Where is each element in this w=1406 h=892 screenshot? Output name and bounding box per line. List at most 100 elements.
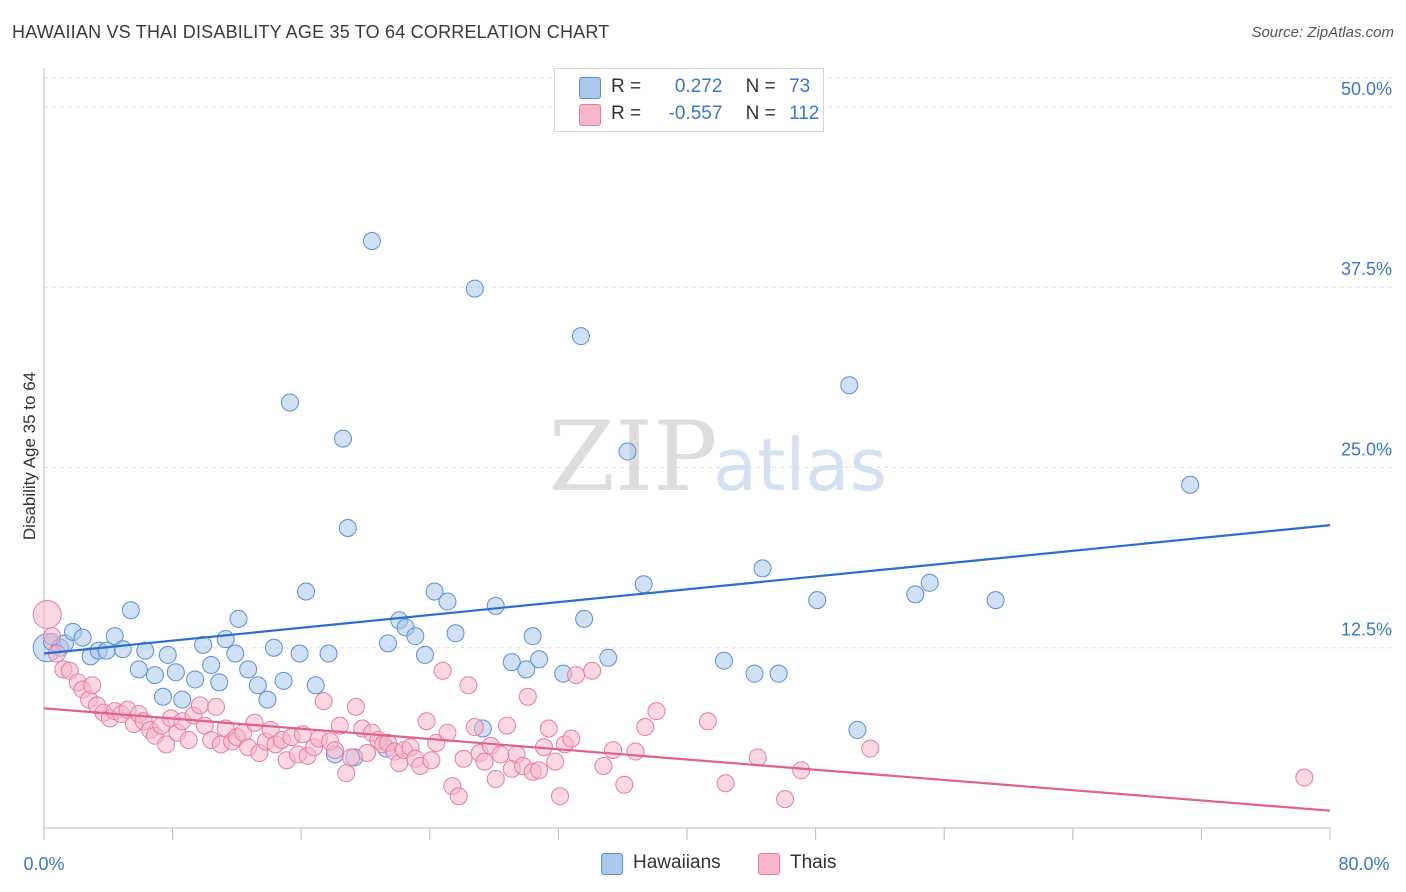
- thai-point: [551, 787, 570, 806]
- thai-point: [716, 774, 735, 793]
- thai-point: [497, 716, 516, 735]
- hawaiian-point: [425, 582, 444, 601]
- hawaiian-point: [173, 690, 192, 709]
- bottom-legend-swatch-hawaiians: [601, 853, 623, 875]
- legend-n-hawaiians: 73: [789, 76, 811, 97]
- thai-point: [245, 713, 264, 732]
- thai-point: [567, 666, 586, 685]
- hawaiian-point: [306, 676, 325, 695]
- thai-point: [454, 749, 473, 768]
- thai-point: [157, 735, 176, 754]
- hawaiian-point: [229, 609, 248, 628]
- hawaiian-point: [297, 582, 316, 601]
- thai-point: [583, 661, 602, 680]
- thai-point: [358, 744, 377, 762]
- hawaiian-point: [194, 635, 213, 654]
- hawaiian-point: [202, 656, 221, 675]
- trend-line-thais: [43, 707, 1331, 812]
- y-tick-label: 25.0%: [1341, 439, 1392, 459]
- hawaiian-point: [745, 664, 764, 683]
- thai-point: [539, 719, 558, 738]
- hawaiian-point: [1181, 475, 1200, 494]
- hawaiian-point: [274, 671, 293, 690]
- thai-point: [330, 716, 349, 735]
- thai-point: [325, 741, 344, 760]
- hawaiian-point: [248, 676, 267, 695]
- hawaiian-point: [239, 660, 258, 679]
- hawaiian-point: [714, 651, 733, 670]
- hawaiian-point: [906, 585, 925, 604]
- thai-point: [636, 718, 655, 737]
- thai-point: [433, 661, 452, 680]
- x-tick-label: 80.0%: [1338, 854, 1389, 874]
- hawaiian-point: [166, 663, 185, 682]
- trend-lines: [43, 524, 1331, 812]
- hawaiian-point: [379, 634, 398, 653]
- hawaiian-point: [920, 573, 939, 592]
- axes: [43, 68, 1331, 840]
- thai-point: [491, 745, 510, 764]
- thai-point: [449, 787, 468, 806]
- hawaiian-point: [280, 393, 299, 412]
- legend-r-label: R =: [611, 103, 642, 124]
- hawaiian-point: [290, 644, 309, 663]
- hawaiian-point: [145, 666, 164, 685]
- bottom-legend-swatch-thais: [758, 853, 780, 875]
- thai-point: [438, 723, 457, 742]
- y-tick-label: 50.0%: [1341, 79, 1392, 99]
- grid-lines: [44, 77, 1392, 649]
- source-label: Source: ZipAtlas.com: [1251, 24, 1394, 41]
- hawaiian-point: [465, 279, 484, 298]
- thai-point: [486, 769, 505, 788]
- thai-point: [562, 729, 581, 748]
- hawaiian-point: [634, 575, 653, 594]
- thai-point: [43, 627, 62, 646]
- hawaiian-point: [486, 596, 505, 615]
- thai-point: [459, 676, 478, 695]
- correlation-legend: R = 0.272 N = 73 R = -0.557 N = 112: [554, 68, 824, 132]
- hawaiian-point: [153, 687, 172, 706]
- y-tick-label: 37.5%: [1341, 259, 1392, 279]
- hawaiian-point: [438, 592, 457, 611]
- legend-n-label: N =: [745, 103, 776, 124]
- hawaiian-point: [502, 653, 521, 672]
- thai-point: [207, 697, 226, 716]
- hawaiian-point: [258, 690, 277, 709]
- thai-point: [615, 775, 634, 794]
- tick-labels: 12.5% 25.0% 37.5% 50.0% 0.0% 80.0%: [23, 79, 1392, 874]
- legend-n-thais: 112: [789, 103, 820, 124]
- hawaiian-point: [121, 601, 140, 620]
- y-axis-label: Disability Age 35 to 64: [20, 371, 39, 541]
- hawaiian-point: [186, 670, 205, 689]
- hawaiian-point: [446, 624, 465, 643]
- hawaiian-point: [216, 630, 235, 649]
- hawaiian-point: [571, 327, 590, 346]
- thai-point: [546, 752, 565, 771]
- hawaiian-point: [769, 664, 788, 683]
- thai-point: [417, 712, 436, 731]
- thai-point: [792, 761, 811, 780]
- thai-point: [594, 756, 613, 775]
- thai-point: [626, 742, 645, 761]
- hawaiian-point: [599, 648, 618, 667]
- y-tick-label: 12.5%: [1341, 620, 1392, 640]
- hawaiian-point: [753, 559, 772, 578]
- hawaiian-point: [362, 231, 381, 250]
- thai-point: [190, 696, 209, 715]
- hawaiian-point: [333, 429, 352, 448]
- hawaiian-point: [210, 673, 229, 692]
- thai-point: [422, 751, 441, 770]
- thai-point: [179, 731, 198, 750]
- thai-point: [314, 692, 333, 711]
- hawaiian-point: [338, 519, 357, 537]
- thai-point: [475, 752, 494, 771]
- thai-point: [346, 697, 365, 716]
- hawaiian-point: [523, 627, 542, 646]
- hawaiian-point: [129, 660, 148, 679]
- hawaiian-point: [986, 591, 1005, 610]
- legend-swatch-hawaiians: [579, 77, 601, 99]
- thai-point: [776, 790, 795, 809]
- thai-point: [465, 718, 484, 737]
- hawaiian-point: [226, 644, 245, 663]
